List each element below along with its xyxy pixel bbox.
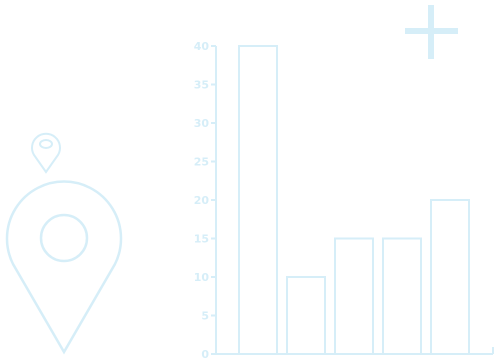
y-tick-label: 30: [194, 117, 210, 130]
y-ticks: 0 5 10 15 20 25 30 35 40: [194, 40, 216, 360]
y-tick-label: 10: [194, 271, 210, 284]
large-map-pin-icon: [7, 182, 121, 352]
bar-5: [431, 200, 469, 354]
y-tick-label: 0: [201, 348, 209, 360]
y-tick-label: 15: [194, 233, 209, 246]
bar-1: [239, 46, 277, 354]
y-tick-label: 40: [194, 40, 210, 53]
y-tick-label: 20: [194, 194, 210, 207]
plus-icon: [405, 5, 458, 59]
bars: [239, 46, 469, 354]
y-tick-label: 35: [194, 79, 209, 92]
bar-3: [335, 239, 373, 355]
bar-2: [287, 277, 325, 354]
bar-4: [383, 239, 421, 355]
y-tick-label: 5: [201, 310, 209, 323]
small-map-pin-icon: [32, 134, 60, 172]
y-tick-label: 25: [194, 156, 209, 169]
